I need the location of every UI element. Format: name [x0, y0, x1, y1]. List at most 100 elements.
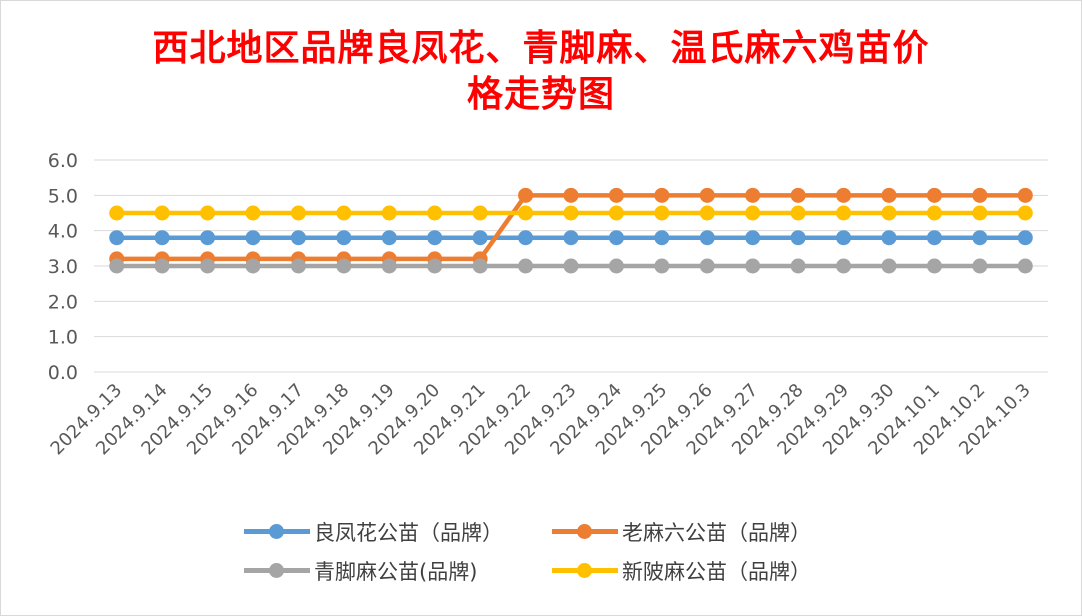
series-1 — [109, 187, 1033, 267]
data-point — [745, 258, 761, 274]
data-point — [790, 205, 806, 221]
chart-title-line-2: 格走势图 — [466, 73, 615, 115]
data-point — [1017, 258, 1033, 274]
data-point — [290, 205, 306, 221]
data-point — [472, 258, 488, 274]
legend-item-qjm: 青脚麻公苗(品牌) — [244, 554, 477, 588]
data-point — [1017, 187, 1033, 203]
data-point — [836, 230, 852, 246]
legend-label-qjm: 青脚麻公苗(品牌) — [314, 560, 478, 584]
data-point — [654, 258, 670, 274]
data-point — [790, 230, 806, 246]
data-point — [972, 205, 988, 221]
data-point — [381, 258, 397, 274]
data-point — [926, 230, 942, 246]
data-point — [745, 230, 761, 246]
data-point — [972, 230, 988, 246]
y-axis-ticks: 0.0 1.0 2.0 3.0 4.0 5.0 6.0 — [48, 150, 78, 384]
data-point — [699, 258, 715, 274]
data-point — [608, 187, 624, 203]
data-point — [336, 205, 352, 221]
legend-item-lfh: 良凤花公苗（品牌） — [244, 515, 503, 549]
data-point — [200, 258, 216, 274]
series-lines — [109, 187, 1033, 274]
data-point — [745, 205, 761, 221]
data-point — [154, 205, 170, 221]
data-point — [427, 205, 443, 221]
legend-label-xbm: 新陂麻公苗（品牌） — [622, 560, 811, 584]
legend-item-xbm: 新陂麻公苗（品牌） — [552, 554, 811, 588]
data-point — [109, 258, 125, 274]
data-point — [881, 205, 897, 221]
y-tick-label: 2.0 — [48, 291, 78, 313]
legend-swatch-lfh — [244, 515, 310, 549]
series-3 — [109, 205, 1033, 221]
legend-swatch-xbm — [552, 554, 618, 588]
data-point — [109, 205, 125, 221]
line-chart: 0.0 1.0 2.0 3.0 4.0 5.0 6.0 2024.9.132024.9.14… — [47, 150, 1048, 460]
y-tick-label: 0.0 — [48, 362, 78, 384]
data-point — [926, 258, 942, 274]
data-point — [926, 187, 942, 203]
data-point — [109, 230, 125, 246]
data-point — [154, 258, 170, 274]
data-point — [427, 258, 443, 274]
data-point — [881, 258, 897, 274]
legend-label-lml: 老麻六公苗（品牌） — [622, 521, 811, 545]
data-point — [518, 187, 534, 203]
legend-item-lml: 老麻六公苗（品牌） — [552, 515, 811, 549]
y-tick-label: 6.0 — [48, 150, 78, 172]
series-line — [116, 193, 1026, 262]
data-point — [926, 205, 942, 221]
data-point — [972, 187, 988, 203]
legend-label-lfh: 良凤花公苗（品牌） — [314, 521, 503, 545]
data-point — [563, 230, 579, 246]
data-point — [699, 187, 715, 203]
data-point — [518, 258, 534, 274]
data-point — [699, 230, 715, 246]
data-point — [290, 230, 306, 246]
data-point — [790, 258, 806, 274]
data-point — [154, 230, 170, 246]
data-point — [518, 230, 534, 246]
data-point — [881, 187, 897, 203]
data-point — [608, 258, 624, 274]
data-point — [1017, 230, 1033, 246]
data-point — [563, 258, 579, 274]
data-point — [654, 230, 670, 246]
data-point — [245, 230, 261, 246]
data-point — [245, 258, 261, 274]
data-point — [472, 230, 488, 246]
data-point — [427, 230, 443, 246]
data-point — [699, 205, 715, 221]
data-point — [654, 187, 670, 203]
data-point — [518, 205, 534, 221]
data-point — [200, 205, 216, 221]
data-point — [972, 258, 988, 274]
series-0 — [109, 230, 1033, 246]
y-tick-label: 3.0 — [48, 256, 78, 278]
x-axis-ticks: 2024.9.132024.9.142024.9.152024.9.162024… — [47, 380, 1035, 460]
data-point — [381, 205, 397, 221]
data-point — [836, 187, 852, 203]
data-point — [200, 230, 216, 246]
legend-swatch-lml — [552, 515, 618, 549]
data-point — [836, 205, 852, 221]
data-point — [836, 258, 852, 274]
data-point — [1017, 205, 1033, 221]
data-point — [563, 205, 579, 221]
data-point — [472, 205, 488, 221]
y-tick-label: 1.0 — [48, 327, 78, 349]
data-point — [336, 230, 352, 246]
y-tick-label: 5.0 — [48, 185, 78, 207]
data-point — [245, 205, 261, 221]
chart-title: 西北地区品牌良凤花、青脚麻、温氏麻六鸡苗价 格走势图 — [61, 25, 1021, 117]
data-point — [336, 258, 352, 274]
series-2 — [109, 258, 1033, 274]
data-point — [881, 230, 897, 246]
chart-title-line-1: 西北地区品牌良凤花、青脚麻、温氏麻六鸡苗价 — [152, 27, 930, 69]
data-point — [790, 187, 806, 203]
data-point — [290, 258, 306, 274]
legend-swatch-qjm — [244, 554, 310, 588]
data-point — [563, 187, 579, 203]
